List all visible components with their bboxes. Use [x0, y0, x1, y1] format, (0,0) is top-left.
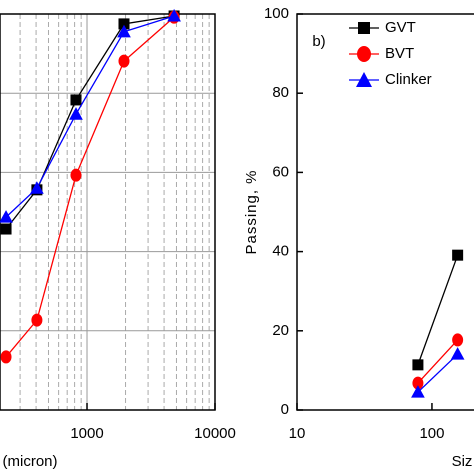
- y-tick-label: 20: [272, 322, 289, 339]
- legend-marker: [357, 46, 371, 62]
- chart-title: b): [312, 33, 325, 50]
- x-tick-label: 10000: [194, 425, 236, 442]
- x-tick-label: 1000: [70, 425, 103, 442]
- y-tick-label: 100: [264, 5, 289, 22]
- marker: [30, 181, 44, 194]
- legend-label: BVT: [385, 45, 414, 62]
- marker: [117, 24, 131, 38]
- plot-frame: [296, 13, 474, 411]
- marker: [452, 249, 464, 261]
- y-tick-label: 0: [281, 401, 289, 418]
- marker: [412, 359, 424, 371]
- legend-marker: [356, 72, 372, 87]
- series-line: [5, 15, 175, 218]
- series-line: [417, 339, 459, 384]
- y-tick-label: 80: [272, 84, 289, 101]
- x-tick-label: 10: [289, 425, 306, 442]
- marker: [0, 350, 12, 364]
- marker: [69, 107, 83, 120]
- marker: [118, 54, 130, 68]
- y-tick-label: 40: [272, 243, 289, 260]
- y-axis-label: Passing, %: [243, 169, 260, 254]
- marker: [450, 347, 465, 360]
- series-line: [417, 254, 459, 366]
- plot-frame: [0, 13, 216, 411]
- marker: [70, 94, 82, 106]
- marker: [31, 313, 43, 327]
- legend-marker: [358, 22, 370, 34]
- series-line: [417, 353, 459, 393]
- marker: [70, 168, 82, 182]
- x-tick-label: 100: [419, 425, 444, 442]
- marker: [411, 385, 425, 398]
- x-axis-label: Siz: [452, 453, 473, 470]
- marker: [167, 8, 181, 22]
- y-tick-label: 60: [272, 163, 289, 180]
- series-line: [5, 16, 175, 358]
- x-axis-label: (micron): [3, 453, 58, 470]
- marker: [452, 333, 464, 347]
- legend-label: GVT: [385, 19, 416, 36]
- series-line: [5, 15, 175, 230]
- marker: [0, 223, 12, 235]
- legend-label: Clinker: [385, 71, 432, 88]
- marker: [0, 210, 13, 223]
